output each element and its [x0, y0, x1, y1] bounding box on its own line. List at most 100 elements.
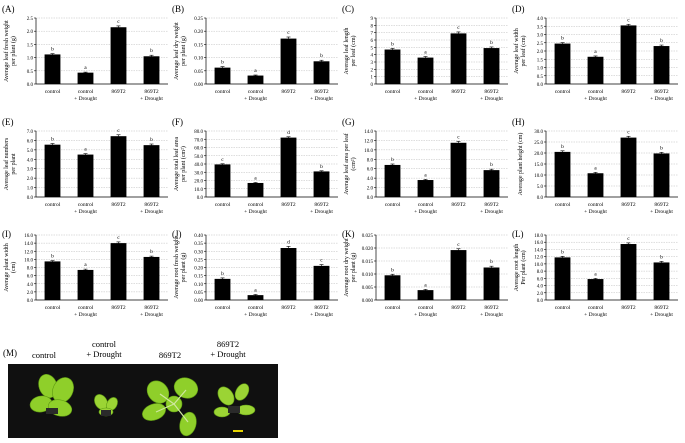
y-axis-label: per plant (g) [180, 36, 187, 66]
x-tick-label: control [588, 305, 604, 311]
y-tick-label: 8 [371, 24, 374, 29]
bar [483, 48, 500, 84]
y-axis-label: (cm²) [350, 157, 357, 170]
y-axis-label: Per plant (cm) [520, 250, 527, 284]
bar [143, 256, 160, 300]
y-tick-label: 0.15 [194, 275, 203, 280]
panel-label: (B) [172, 4, 184, 14]
bar [653, 46, 670, 84]
x-tick-label: 869T2 [314, 305, 329, 311]
x-tick-label: control [45, 305, 61, 311]
x-tick-label: control [45, 202, 61, 208]
significance-letter: a [424, 172, 427, 178]
y-tick-label: 10.0 [534, 263, 543, 268]
y-tick-label: 12.0 [364, 139, 373, 144]
chart-panel-f: (F) 0.0 10.0 20.0 30.0 40.0 50.0 60.0 70.0 80.0 Av… [172, 117, 338, 215]
bar [417, 290, 434, 300]
x-tick-label: control [588, 89, 604, 95]
panel-label: (E) [2, 117, 14, 127]
y-tick-label: 0.00 [194, 299, 203, 304]
x-tick-label: + Drought [650, 312, 673, 318]
bar [417, 57, 434, 84]
chart-panel-e: (E) 0.0 1.0 2.0 3.0 4.0 5.0 6.0 7.0 Average leaf … [2, 117, 168, 215]
significance-letter: a [594, 271, 597, 277]
x-tick-label: 869T2 [111, 305, 126, 311]
x-tick-label: 869T2 [314, 89, 329, 95]
y-tick-label: 0.10 [194, 283, 203, 288]
y-tick-label: 0.15 [194, 43, 203, 48]
x-tick-label: control [555, 202, 571, 208]
y-tick-label: 0.25 [194, 258, 203, 263]
y-tick-label: 0.010 [362, 273, 374, 278]
panel-label: (D) [512, 4, 525, 14]
y-tick-label: 2.0 [537, 50, 544, 55]
x-tick-label: 869T2 [451, 202, 466, 208]
panel-label: (L) [512, 229, 524, 239]
bar [77, 154, 94, 197]
x-tick-label: control [215, 89, 231, 95]
y-tick-label: 4.0 [367, 177, 374, 182]
y-tick-label: 30.0 [534, 130, 543, 135]
significance-letter: b [660, 145, 663, 151]
x-tick-label: 869T2 [144, 202, 159, 208]
plant-photo-illustration [29, 374, 256, 437]
x-tick-label: 869T2 [484, 89, 499, 95]
y-tick-label: 0.00 [194, 83, 203, 88]
bar [384, 164, 401, 197]
chart-panel-j: (J) 0.00 0.05 0.10 0.15 0.20 0.25 0.30 0.35 0.40 A… [172, 229, 338, 318]
y-tick-label: 3.0 [27, 168, 34, 173]
y-axis-label: Average leaf dry weight [173, 22, 180, 80]
bar [450, 250, 467, 300]
x-tick-label: 869T2 [144, 305, 159, 311]
y-tick-label: 0.40 [194, 234, 203, 239]
y-tick-label: 15.0 [534, 163, 543, 168]
bar [417, 180, 434, 197]
y-axis-label: per plant (cm²) [180, 146, 187, 182]
chart-panel-h: (H) 0.0 5.0 10.0 15.0 20.0 25.0 30.0 Average pla… [512, 117, 678, 215]
significance-letter: b [660, 38, 663, 44]
bar [620, 137, 637, 197]
x-tick-label: + Drought [140, 209, 163, 215]
y-tick-label: 2.0 [367, 187, 374, 192]
x-tick-label: 869T2 [281, 305, 296, 311]
y-tick-label: 2.0 [27, 177, 34, 182]
chart-panel-g: (G) 0.0 2.0 4.0 6.0 8.0 10.0 12.0 14.0 Average le… [342, 117, 508, 215]
bar [143, 145, 160, 197]
significance-letter: b [490, 259, 493, 265]
y-tick-label: 0.5 [537, 75, 544, 80]
y-tick-label: 3 [371, 61, 374, 66]
significance-letter: c [457, 25, 460, 31]
bar [44, 54, 61, 84]
x-tick-label: + Drought [584, 96, 607, 102]
x-tick-label: control [588, 202, 604, 208]
y-tick-label: 20.0 [534, 152, 543, 157]
x-tick-label: 869T2 [621, 202, 636, 208]
bar [247, 75, 264, 84]
plant-control-drought-illustration [94, 394, 118, 417]
bar [620, 244, 637, 300]
bar [450, 142, 467, 197]
chart-panel-i: (I) 0.0 2.0 4.0 6.0 8.0 10.0 12.0 14.0 16.0 Averag… [2, 229, 168, 318]
y-tick-label: 0.05 [194, 291, 203, 296]
significance-letter: b [561, 144, 564, 150]
significance-letter: b [150, 249, 153, 255]
y-tick-label: 8.0 [537, 270, 544, 275]
x-tick-label: 869T2 [314, 202, 329, 208]
y-tick-label: 0.20 [194, 30, 203, 35]
significance-letter: a [424, 50, 427, 56]
x-tick-label: control [248, 202, 264, 208]
y-axis-label: Average leaf numbers [3, 137, 10, 190]
x-tick-label: + Drought [480, 312, 503, 318]
y-axis-label: per plant [11, 153, 17, 174]
significance-letter: c [221, 157, 224, 163]
panel-label: (A) [2, 4, 15, 14]
y-tick-label: 6.0 [27, 139, 34, 144]
x-tick-label: control [248, 89, 264, 95]
photo-label-control: control [31, 350, 57, 360]
significance-letter: c [457, 134, 460, 140]
chart-panel-k: (K) 0.000 0.005 0.010 0.015 0.020 0.025 Average… [342, 229, 508, 318]
panel-label: (K) [342, 229, 355, 239]
y-tick-label: 12.0 [534, 256, 543, 261]
y-tick-label: 8.0 [367, 158, 374, 163]
